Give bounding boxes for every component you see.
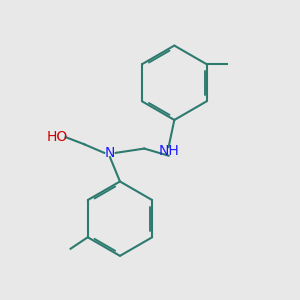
Text: HO: HO bbox=[46, 130, 68, 144]
Text: N: N bbox=[105, 146, 115, 160]
Text: NH: NH bbox=[158, 144, 179, 158]
